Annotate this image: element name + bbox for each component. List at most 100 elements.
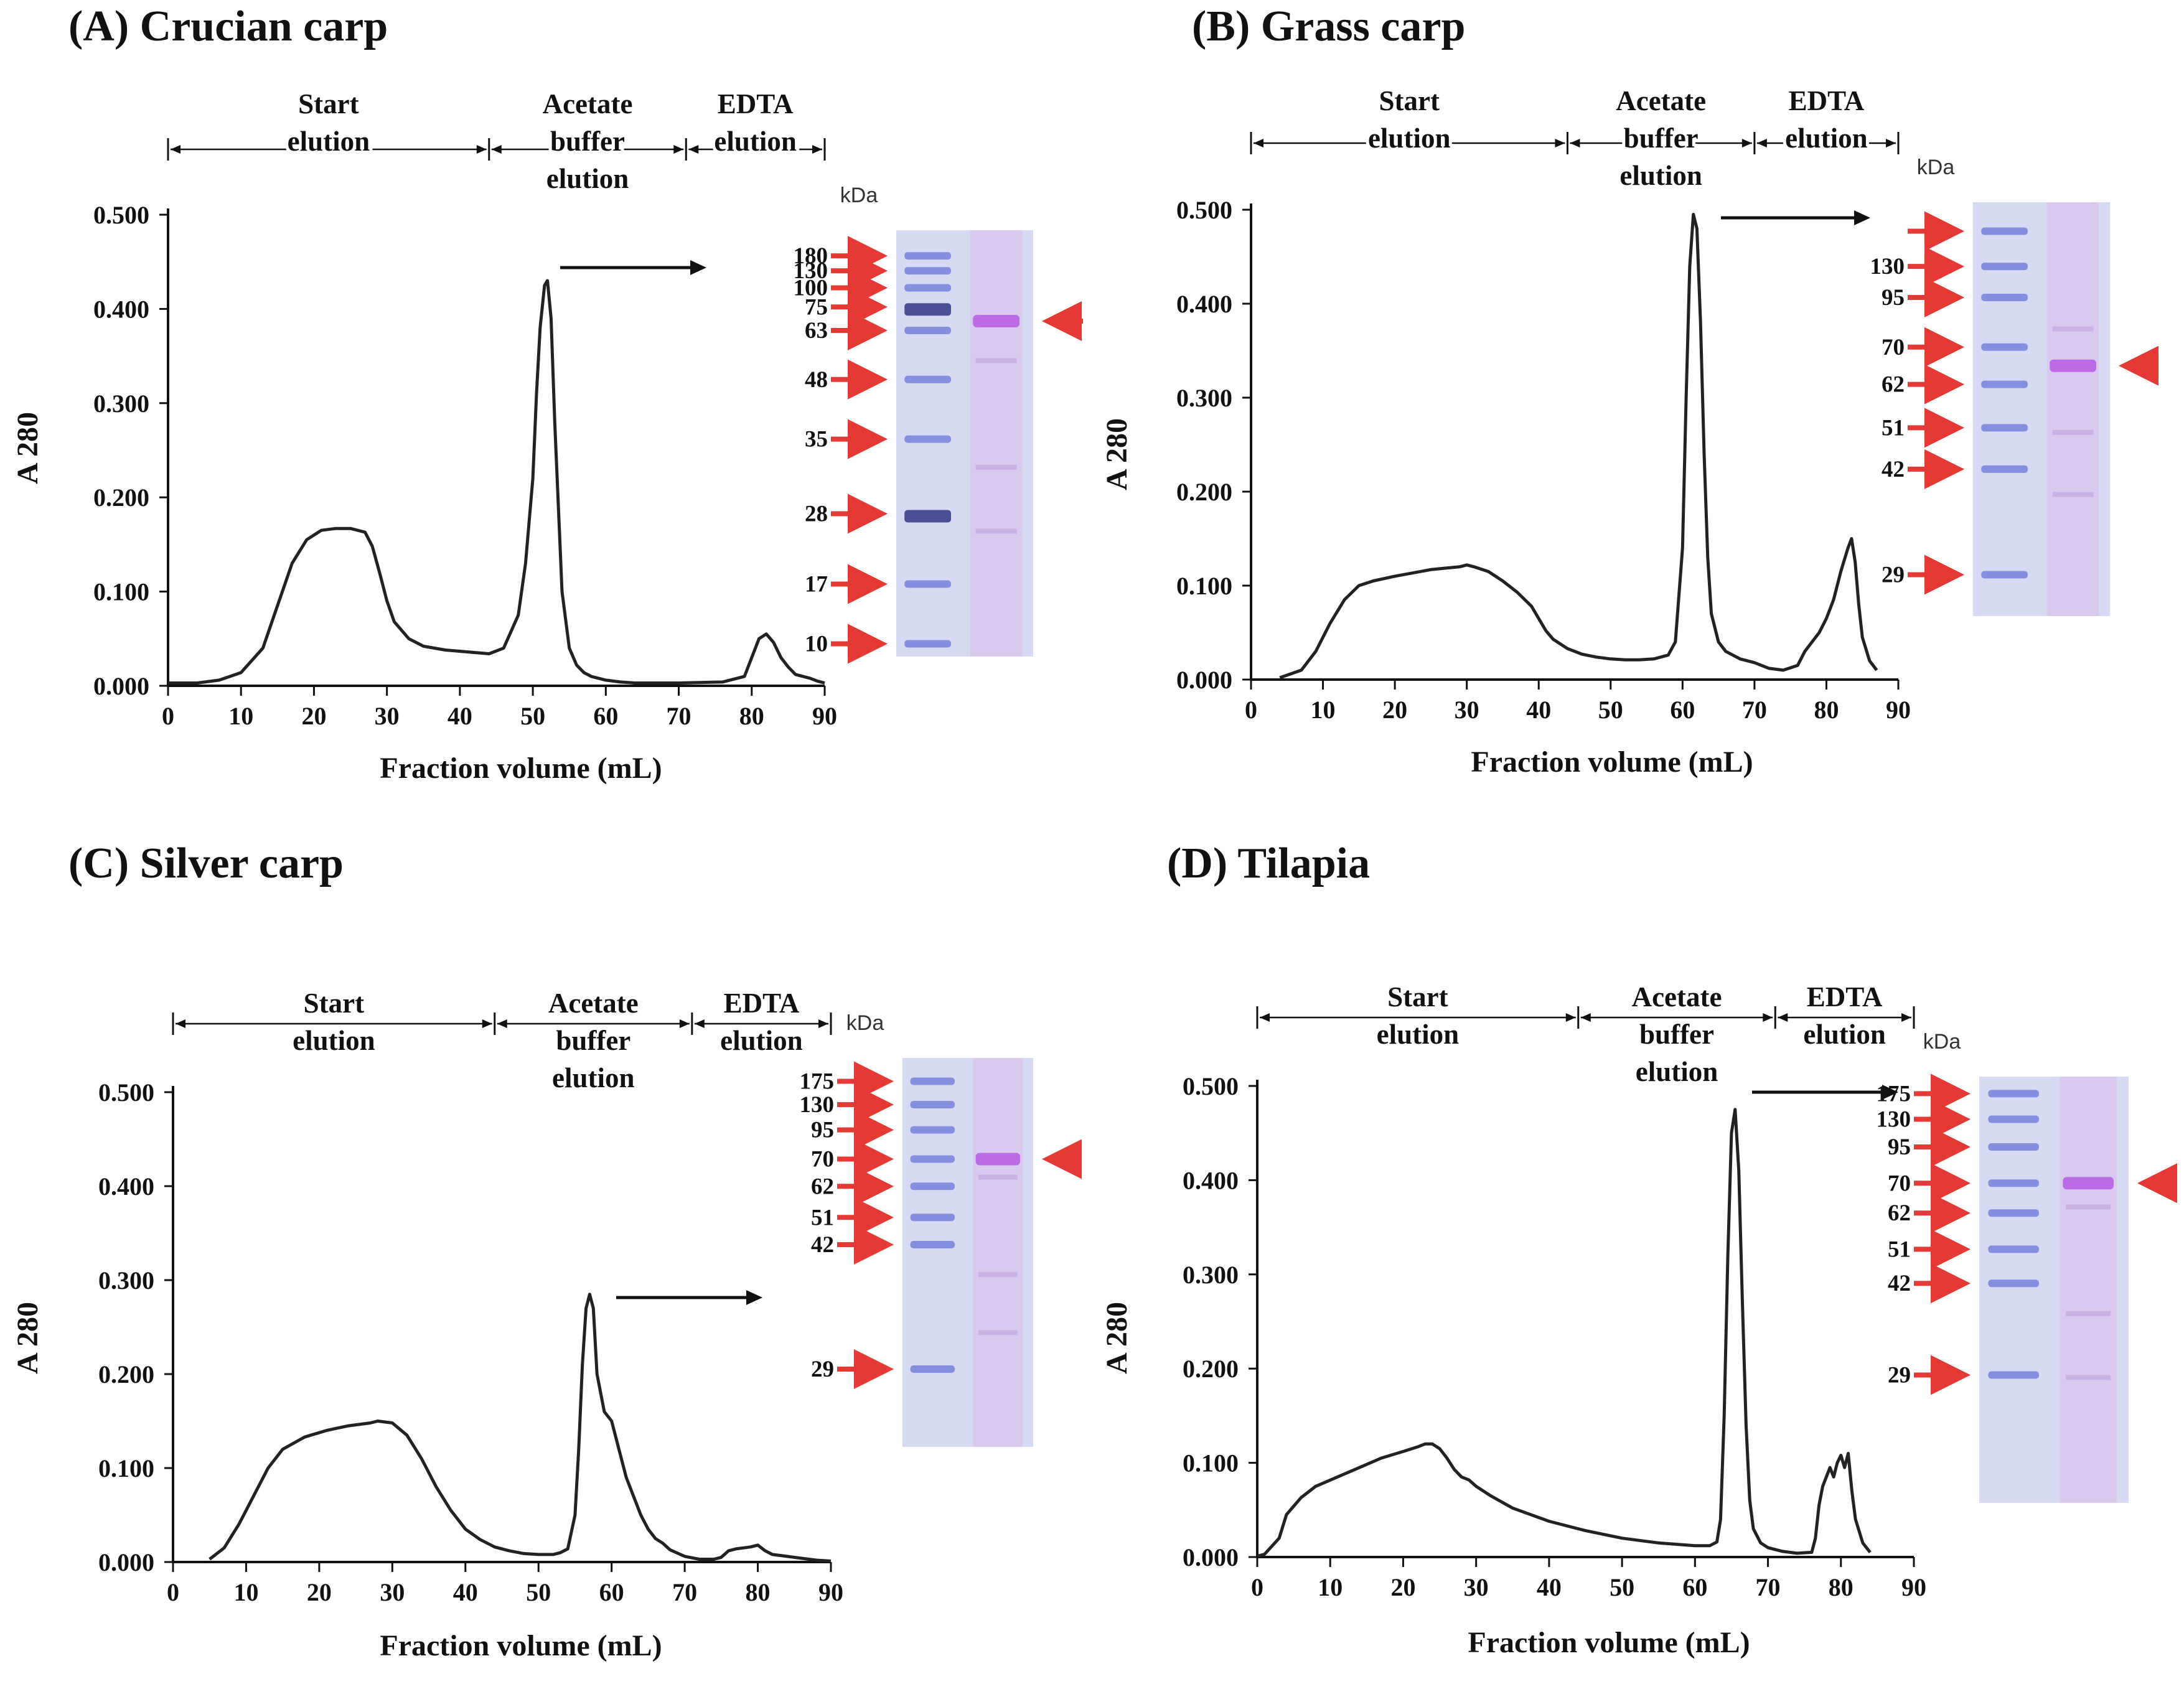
ladder-band [1988, 1209, 2039, 1217]
elution-label: elution [293, 1025, 375, 1056]
marker-label: 130 [1870, 254, 1905, 279]
x-tick-label: 50 [526, 1578, 551, 1606]
elution-label: EDTA [1807, 981, 1883, 1013]
elution-label: EDTA [1789, 85, 1865, 116]
x-tick-label: 20 [1390, 1573, 1415, 1601]
panel-c: (C) Silver carp 0 10 20 30 40 50 60 70 80 90 0.000 0… [11, 840, 1082, 1662]
ladder-band [1988, 1179, 2039, 1187]
marker-label: 130 [1877, 1107, 1911, 1133]
elution-label: elution [1803, 1019, 1886, 1050]
x-tick-label: 70 [672, 1578, 697, 1606]
x-tick-label: 60 [593, 702, 618, 730]
ladder-band [910, 1077, 955, 1085]
sample-minor-band [2066, 1204, 2111, 1210]
gel-sample-lane [970, 230, 1023, 657]
marker-label: 100 [794, 275, 828, 301]
marker-label: 75 [805, 294, 828, 320]
elution-label: Start [304, 988, 364, 1019]
elution-bracket-arrowhead [1555, 139, 1565, 147]
y-tick-label: 0.300 [98, 1266, 154, 1294]
y-axis-label: A 280 [11, 1302, 44, 1374]
elution-bracket-arrowhead [1886, 139, 1896, 147]
y-tick-label: 0.500 [93, 201, 149, 229]
x-tick-label: 0 [167, 1578, 179, 1606]
x-tick-label: 80 [746, 1578, 771, 1606]
marker-label: 95 [1888, 1134, 1911, 1160]
x-tick-label: 60 [599, 1578, 624, 1606]
x-tick-label: 20 [307, 1578, 332, 1606]
x-tick-label: 10 [228, 702, 253, 730]
x-tick-label: 60 [1682, 1573, 1707, 1601]
elution-bracket-arrowhead [1741, 139, 1752, 147]
y-tick-label: 0.100 [93, 578, 149, 606]
marker-label: 70 [1888, 1171, 1911, 1196]
elution-label: Acetate [548, 988, 639, 1019]
elution-bracket-arrowhead [482, 1019, 492, 1028]
elution-label: elution [1368, 123, 1451, 154]
marker-label: 63 [805, 318, 828, 344]
ladder-band [910, 1155, 955, 1163]
panel-title: (B) Grass carp [1192, 2, 1465, 50]
marker-label: 29 [811, 1357, 834, 1382]
y-tick-label: 0.100 [1183, 1449, 1239, 1477]
series-line-a280 [168, 279, 825, 685]
ladder-band [904, 303, 951, 316]
kda-unit-label: kDa [1917, 156, 1955, 179]
gel-sample-lane [973, 1058, 1023, 1447]
ladder-band [910, 1182, 955, 1190]
ladder-band [904, 375, 951, 383]
y-tick-label: 0.400 [98, 1172, 154, 1200]
x-tick-label: 30 [375, 702, 400, 730]
marker-label: 35 [805, 427, 828, 452]
ladder-band [904, 640, 951, 648]
sample-minor-band [2066, 1311, 2111, 1316]
elution-label: elution [552, 1062, 635, 1093]
target-protein-band [975, 1153, 1020, 1166]
elution-label: buffer [550, 126, 625, 157]
elution-bracket-arrowhead [1756, 139, 1767, 147]
marker-label: 130 [800, 1092, 835, 1118]
sample-minor-band [2052, 326, 2094, 332]
panel-title: (A) Crucian carp [68, 2, 388, 50]
y-tick-label: 0.000 [1176, 666, 1232, 694]
x-tick-label: 0 [1245, 696, 1257, 724]
elution-bracket-arrowhead [673, 145, 684, 154]
elution-label: EDTA [724, 988, 800, 1019]
ladder-band [904, 435, 951, 443]
marker-label: 17 [805, 572, 828, 597]
y-tick-label: 0.300 [1176, 384, 1232, 412]
ladder-band [1981, 227, 2028, 235]
x-tick-label: 30 [380, 1578, 405, 1606]
panel-b: (B) Grass carp 0 10 20 30 40 50 60 70 80 90 0.000 0.… [1100, 2, 2158, 779]
x-axis-label: Fraction volume (mL) [1468, 1626, 1750, 1659]
x-tick-label: 40 [1537, 1573, 1562, 1601]
marker-label: 51 [811, 1205, 834, 1230]
ladder-band [1981, 343, 2028, 351]
ladder-band [904, 252, 951, 260]
y-tick-label: 0.300 [1183, 1261, 1239, 1289]
y-tick-label: 0.400 [1183, 1166, 1239, 1194]
ladder-band [1981, 293, 2028, 301]
series-line-a280 [1279, 213, 1878, 680]
elution-label: buffer [556, 1025, 630, 1056]
y-tick-label: 0.200 [1176, 478, 1232, 506]
x-tick-label: 80 [1814, 696, 1839, 724]
ladder-band [904, 267, 951, 275]
y-tick-label: 0.200 [93, 484, 149, 512]
elution-bracket-arrowhead [1570, 139, 1580, 147]
panel-title: (C) Silver carp [68, 840, 344, 887]
ladder-band [1981, 571, 2028, 579]
x-tick-label: 60 [1670, 696, 1695, 724]
marker-label: 62 [1882, 372, 1905, 398]
y-tick-label: 0.400 [93, 295, 149, 323]
x-tick-label: 0 [1251, 1573, 1263, 1601]
marker-label: 95 [1882, 285, 1905, 311]
x-tick-label: 50 [520, 702, 545, 730]
y-tick-label: 0.100 [98, 1454, 154, 1482]
x-axis-label: Fraction volume (mL) [380, 752, 662, 785]
marker-label: 29 [1888, 1363, 1911, 1388]
x-tick-label: 90 [1886, 696, 1911, 724]
